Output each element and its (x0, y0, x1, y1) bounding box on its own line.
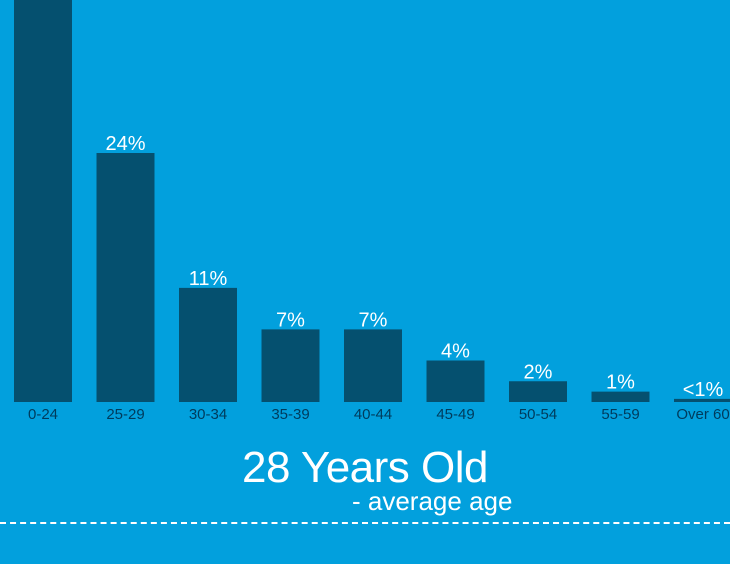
value-label: 2% (524, 361, 553, 383)
bar-30-34 (179, 287, 237, 402)
category-label: 35-39 (271, 406, 309, 423)
category-label: 50-54 (519, 406, 557, 423)
value-label: 11% (189, 268, 228, 290)
value-label: 7% (276, 309, 305, 331)
category-label: 55-59 (601, 406, 639, 423)
category-label: 30-34 (189, 406, 227, 423)
value-label: 1% (606, 372, 635, 394)
category-label: 45-49 (436, 406, 474, 423)
category-label: 40-44 (354, 406, 392, 423)
value-label: 4% (441, 341, 470, 363)
bar-55-59 (591, 391, 650, 402)
bar-35-39 (261, 329, 320, 402)
bar-40-44 (344, 329, 402, 402)
bar-45-49 (426, 360, 485, 402)
bar-0-24 (14, 0, 72, 402)
bar-over-60 (674, 398, 730, 402)
value-label: 24% (105, 133, 145, 155)
bar-50-54 (509, 381, 567, 402)
category-label: 25-29 (106, 406, 144, 423)
average-age-caption: - average age (352, 486, 513, 516)
age-bar-chart: 0-24 24% 25-29 11% 30-34 7% 35-39 7% 40-44 4% 45-4… (14, 0, 730, 423)
dashed-divider (0, 522, 730, 524)
category-label: 0-24 (28, 406, 58, 423)
bar-25-29 (96, 153, 155, 402)
category-label: Over 60 (676, 406, 729, 423)
average-age-headline: 28 Years Old (242, 443, 488, 492)
value-label: <1% (683, 379, 724, 401)
value-label: 7% (359, 309, 388, 331)
